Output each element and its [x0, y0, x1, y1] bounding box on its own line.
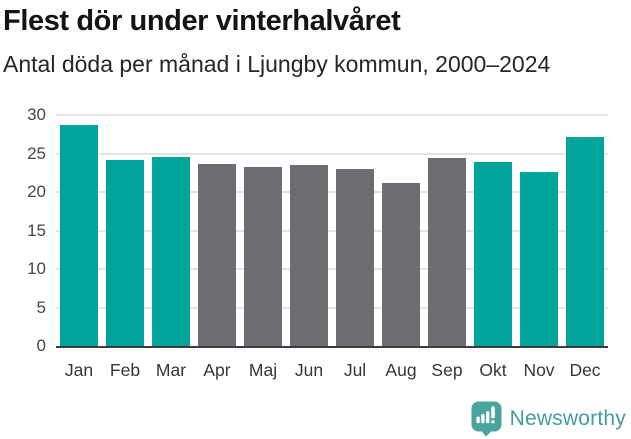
- bar-mar: [152, 156, 190, 346]
- bar-jun: [290, 165, 328, 346]
- newsworthy-brand-link[interactable]: Newsworthy: [471, 401, 626, 437]
- y-tick-label-0: 0: [36, 336, 46, 355]
- y-tick-label-25: 25: [27, 143, 46, 163]
- bar-slot-okt: [470, 115, 516, 346]
- x-tick-label-feb: Feb: [109, 360, 141, 380]
- bar-maj: [244, 166, 282, 346]
- gridline-y-15: [56, 229, 608, 232]
- y-tick-label-10: 10: [27, 259, 46, 279]
- brand-name: Newsworthy: [509, 407, 626, 430]
- gridline-y-25: [56, 152, 608, 155]
- x-tick-label-okt: Okt: [479, 360, 507, 380]
- bar-slot-dec: [562, 115, 608, 346]
- bar-slot-nov: [516, 115, 562, 346]
- bar-slot-maj: [240, 115, 286, 346]
- y-axis-tick-labels: 0 5 10 15 20 25 30: [0, 106, 46, 355]
- bar-okt: [474, 161, 512, 346]
- chart-subtitle: Antal döda per månad i Ljungby kommun, 2…: [3, 51, 551, 77]
- bar-slot-feb: [102, 115, 148, 346]
- x-axis-labels: Jan Feb Mar Apr Maj Jun Jul Aug Sep Okt Nov Dec: [56, 360, 608, 380]
- y-tick-label-20: 20: [27, 182, 46, 202]
- x-tick-label-sep: Sep: [431, 360, 463, 380]
- gridline-y-30: [56, 114, 608, 116]
- bar-feb: [106, 159, 144, 346]
- bar-apr: [198, 163, 236, 346]
- x-tick-label-jan: Jan: [64, 360, 94, 380]
- x-tick-label-jun: Jun: [294, 360, 324, 380]
- bar-slot-jun: [286, 115, 332, 346]
- chart-header: Flest dör under vinterhalvåret Antal död…: [0, 0, 631, 78]
- bar-chart: 0 5 10 15 20 25 30 Jan Feb Mar Apr Maj Jun Jul Aug Sep…: [0, 106, 631, 390]
- x-tick-label-apr: Apr: [203, 360, 231, 380]
- y-tick-label-30: 30: [27, 105, 46, 124]
- x-tick-label-mar: Mar: [155, 360, 187, 380]
- bar-aug: [382, 182, 420, 346]
- chart-title: Flest dör under vinterhalvåret: [3, 5, 401, 37]
- bar-slot-aug: [378, 115, 424, 346]
- bar-slot-apr: [194, 115, 240, 346]
- bar-jul: [336, 168, 374, 346]
- bar-nov: [520, 171, 558, 346]
- bar-slot-sep: [424, 115, 470, 346]
- x-tick-label-nov: Nov: [523, 360, 555, 380]
- gridline-y-20: [56, 191, 608, 194]
- bar-chart-speech-bubble-icon: [471, 401, 502, 437]
- y-tick-label-5: 5: [36, 297, 46, 317]
- bars-container: [56, 115, 608, 346]
- plot-area: [56, 114, 608, 348]
- bar-slot-jan: [56, 115, 102, 346]
- y-tick-label-15: 15: [27, 220, 46, 240]
- bar-dec: [566, 137, 604, 346]
- x-tick-label-jul: Jul: [343, 360, 367, 380]
- bar-slot-mar: [148, 115, 194, 346]
- gridline-y-5: [56, 306, 608, 309]
- bar-slot-jul: [332, 115, 378, 346]
- x-tick-label-aug: Aug: [385, 360, 417, 380]
- bar-jan: [60, 125, 98, 346]
- bar-sep: [428, 158, 466, 346]
- x-tick-label-maj: Maj: [248, 360, 278, 380]
- x-tick-label-dec: Dec: [569, 360, 601, 380]
- gridline-y-10: [56, 268, 608, 271]
